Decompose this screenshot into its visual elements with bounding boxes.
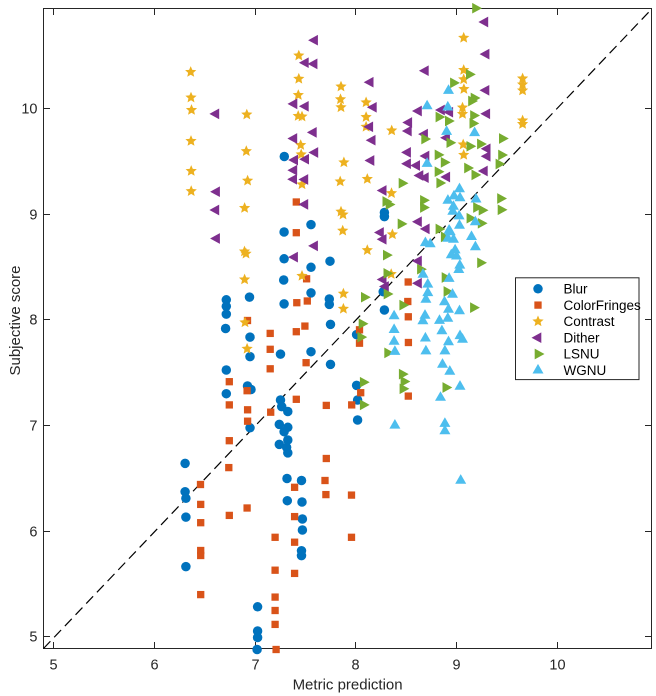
svg-text:10: 10 <box>21 102 37 118</box>
svg-text:Contrast: Contrast <box>564 314 615 329</box>
svg-text:6: 6 <box>150 658 158 674</box>
svg-text:7: 7 <box>251 658 259 674</box>
svg-text:Blur: Blur <box>564 282 589 297</box>
svg-text:6: 6 <box>29 525 37 541</box>
svg-text:LSNU: LSNU <box>564 347 600 362</box>
svg-text:Metric prediction: Metric prediction <box>293 677 403 694</box>
svg-text:WGNU: WGNU <box>564 363 607 378</box>
svg-text:5: 5 <box>29 630 37 646</box>
svg-text:5: 5 <box>49 658 57 674</box>
svg-text:Subjective score: Subjective score <box>7 265 24 375</box>
svg-text:ColorFringes: ColorFringes <box>564 298 642 313</box>
svg-text:8: 8 <box>351 658 359 674</box>
svg-text:9: 9 <box>29 208 37 224</box>
svg-text:7: 7 <box>29 419 37 435</box>
svg-text:Dither: Dither <box>564 330 601 345</box>
svg-text:10: 10 <box>549 658 565 674</box>
svg-text:8: 8 <box>29 313 37 329</box>
svg-text:9: 9 <box>452 658 460 674</box>
